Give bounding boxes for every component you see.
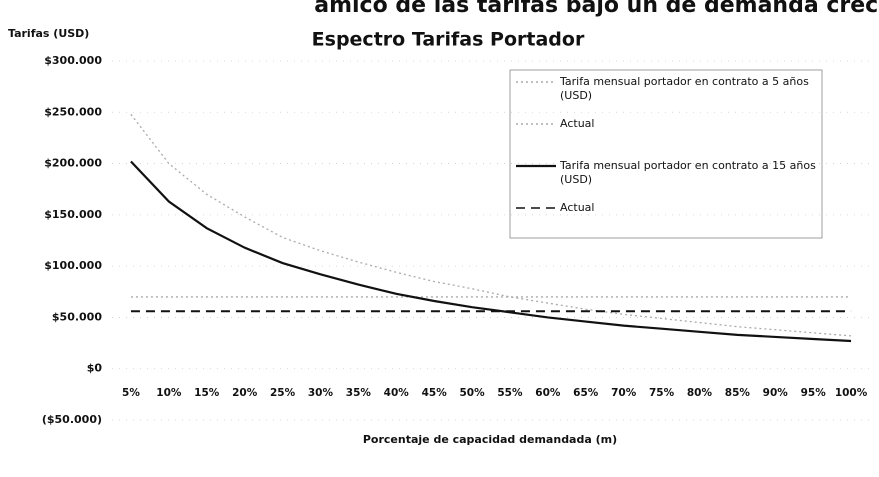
x-tick-label: 70%	[611, 387, 637, 399]
x-tick-label: 90%	[763, 387, 789, 399]
y-tick-label: $50.000	[52, 310, 102, 323]
x-tick-label: 25%	[270, 387, 296, 399]
y-tick-label: $200.000	[44, 157, 102, 170]
y-tick-label: $100.000	[44, 259, 102, 272]
x-tick-label: 20%	[232, 387, 258, 399]
y-axis-label: Tarifas (USD)	[8, 27, 89, 40]
x-tick-label: 80%	[687, 387, 713, 399]
x-tick-label: 40%	[384, 387, 410, 399]
legend-box	[509, 69, 823, 239]
legend-label: Actual	[560, 201, 595, 214]
y-tick-label: $150.000	[44, 208, 102, 221]
x-tick-label: 5%	[122, 387, 140, 399]
x-tick-label: 55%	[497, 387, 523, 399]
x-tick-label: 45%	[422, 387, 448, 399]
x-tick-label: 100%	[835, 387, 868, 399]
y-tick-label: ($50.000)	[42, 413, 102, 426]
x-tick-label: 95%	[801, 387, 827, 399]
x-tick-label: 35%	[346, 387, 372, 399]
x-tick-label: 10%	[156, 387, 182, 399]
x-tick-label: 15%	[194, 387, 220, 399]
legend-label: Tarifa mensual portador en contrato a 5 …	[560, 75, 809, 102]
series-line	[130, 160, 852, 343]
y-tick-label: $250.000	[44, 105, 102, 118]
series-line	[130, 113, 852, 337]
header: ámico de las tarifas bajo un de demanda …	[314, 0, 879, 18]
x-tick-label: 65%	[573, 387, 599, 399]
x-tick-label: 75%	[649, 387, 675, 399]
x-tick-label: 60%	[535, 387, 561, 399]
x-tick-label: 30%	[308, 387, 334, 399]
legend-label: Tarifa mensual portador en contrato a 15…	[560, 159, 816, 186]
x-axis-label: Porcentaje de capacidad demandada (m)	[363, 433, 617, 446]
legend-label: Actual	[560, 117, 595, 130]
y-tick-label: $0	[87, 362, 103, 375]
x-tick-label: 85%	[725, 387, 751, 399]
y-tick-label: $300.000	[44, 54, 102, 67]
chart-title: Espectro Tarifas Portador	[312, 29, 585, 51]
x-tick-label: 50%	[459, 387, 485, 399]
